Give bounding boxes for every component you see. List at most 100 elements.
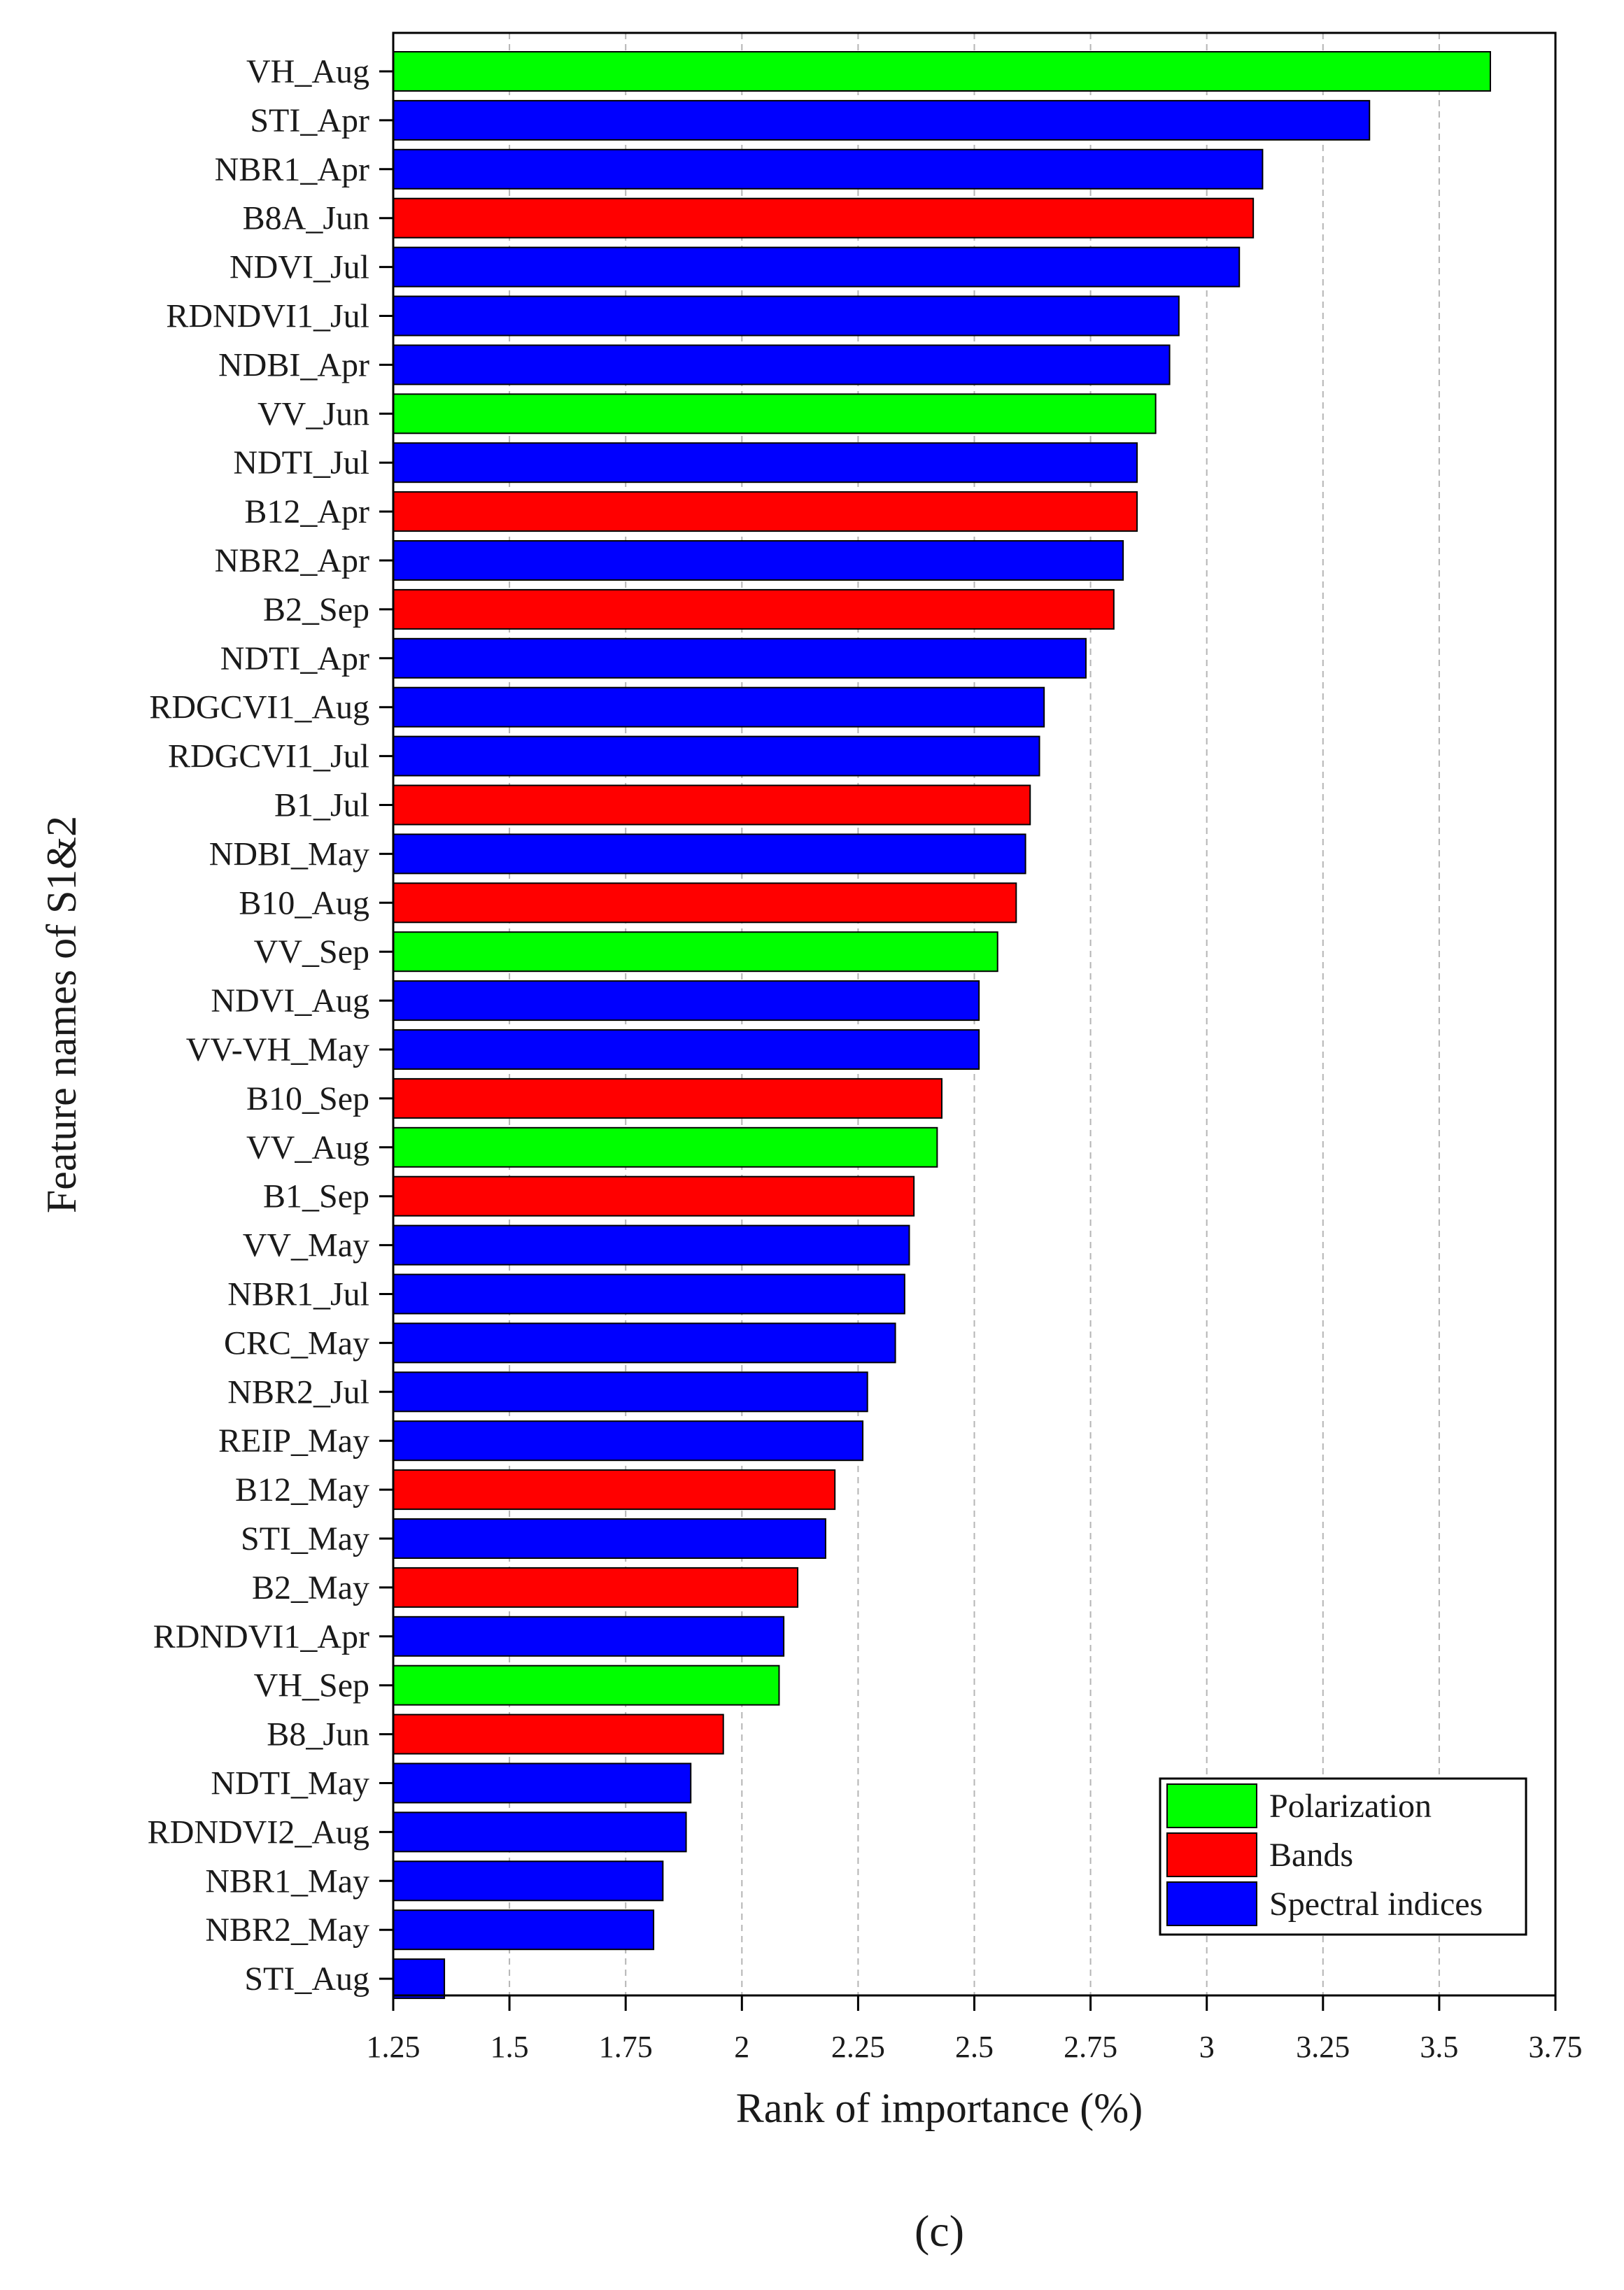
category-label: NBR2_Apr <box>215 542 369 579</box>
category-label: STI_May <box>241 1520 369 1557</box>
x-axis-ticks: 1.25 1.5 1.75 2 2.25 2.5 2.75 3 3.25 3.5 3.75 <box>367 1995 1583 2064</box>
bar <box>393 1126 938 1168</box>
bar <box>393 1420 864 1462</box>
bar <box>393 1224 910 1266</box>
category-label: VV_May <box>243 1227 369 1264</box>
legend-swatch <box>1166 1783 1257 1828</box>
x-tick-label: 3.5 <box>1420 2030 1458 2064</box>
category-label: NBR2_May <box>205 1911 369 1949</box>
bar <box>393 1273 905 1315</box>
category-label: RDNDVI1_Apr <box>153 1618 369 1655</box>
bar <box>393 1322 896 1364</box>
category-label: VV_Sep <box>254 933 369 970</box>
category-label: B2_Sep <box>263 591 369 628</box>
x-tick-label: 2.75 <box>1064 2030 1117 2064</box>
category-label: B12_May <box>235 1471 369 1508</box>
category-label: B8_Jun <box>267 1716 369 1753</box>
bar <box>393 197 1255 239</box>
bar <box>393 99 1371 141</box>
bar <box>393 686 1045 728</box>
bar <box>393 1762 692 1804</box>
x-tick-label: 1.5 <box>490 2030 529 2064</box>
bar <box>393 442 1138 483</box>
bar <box>393 833 1026 875</box>
bar <box>393 1029 980 1070</box>
bar <box>393 588 1115 630</box>
bar <box>393 540 1124 581</box>
category-label: NDVI_Aug <box>211 982 369 1019</box>
category-label: VV_Jun <box>257 395 369 432</box>
category-label: B1_Sep <box>263 1178 369 1215</box>
category-label: B10_Aug <box>239 884 369 921</box>
category-label: VH_Aug <box>246 53 369 90</box>
category-label: B8A_Jun <box>243 200 369 237</box>
bar <box>393 1958 446 2000</box>
category-label: NBR1_Jul <box>227 1276 369 1313</box>
x-tick-label: 2 <box>734 2030 749 2064</box>
category-label: B10_Sep <box>246 1080 369 1117</box>
bar <box>393 931 998 973</box>
legend: Polarization Bands Spectral indices <box>1159 1777 1527 1936</box>
category-label: VV_Aug <box>246 1129 369 1166</box>
bar <box>393 980 980 1022</box>
legend-swatch <box>1166 1881 1257 1926</box>
category-label: RDNDVI1_Jul <box>166 298 369 335</box>
bar <box>393 637 1087 679</box>
legend-label: Spectral indices <box>1269 1886 1483 1923</box>
category-labels: VH_Aug STI_Apr NBR1_Apr B8A_Jun NDVI_Jul RDND… <box>148 53 393 1998</box>
category-label: RDNDVI2_Aug <box>148 1814 369 1851</box>
y-axis-title: Feature names of S1&2 <box>38 816 85 1213</box>
category-label: NDTI_Jul <box>233 444 369 481</box>
bar <box>393 1469 836 1511</box>
bar <box>393 344 1171 386</box>
category-label: NBR1_Apr <box>215 151 369 188</box>
category-label: NDTI_Apr <box>220 640 369 677</box>
category-label: CRC_May <box>224 1324 369 1362</box>
bars <box>393 51 1491 2000</box>
x-tick-label: 2.25 <box>831 2030 885 2064</box>
bar <box>393 1567 799 1608</box>
legend-label: Polarization <box>1269 1788 1432 1825</box>
x-tick-label: 2.5 <box>955 2030 994 2064</box>
bar <box>393 882 1017 924</box>
figure-caption: (c) <box>915 2206 964 2256</box>
category-label: B2_May <box>252 1569 369 1606</box>
bar <box>393 1518 826 1559</box>
bar <box>393 1665 780 1706</box>
bar <box>393 1077 942 1119</box>
category-label: NDTI_May <box>211 1765 369 1802</box>
x-tick-label: 1.25 <box>367 2030 421 2064</box>
category-label: VH_Sep <box>254 1667 369 1704</box>
x-tick-label: 3.25 <box>1296 2030 1350 2064</box>
bar <box>393 1909 655 1951</box>
category-label: NDBI_Apr <box>218 346 369 383</box>
x-tick-label: 1.75 <box>599 2030 653 2064</box>
category-label: RDGCVI1_Aug <box>149 689 369 726</box>
category-label: B1_Jul <box>274 787 369 824</box>
bar <box>393 784 1031 826</box>
category-label: B12_Apr <box>244 493 369 530</box>
category-label: NBR1_May <box>205 1863 369 1900</box>
category-label: NDBI_May <box>209 835 369 872</box>
bar <box>393 1811 687 1853</box>
bar <box>393 1616 785 1657</box>
bar <box>393 148 1264 190</box>
legend-label: Bands <box>1269 1837 1353 1874</box>
x-tick-label: 3.75 <box>1529 2030 1583 2064</box>
bar <box>393 1860 664 1902</box>
category-label: STI_Apr <box>250 102 369 139</box>
bar <box>393 1371 868 1413</box>
category-label: STI_Aug <box>244 1960 369 1998</box>
category-label: NDVI_Jul <box>230 249 369 286</box>
bar <box>393 1175 915 1217</box>
bar <box>393 1713 724 1755</box>
legend-swatch <box>1166 1832 1257 1877</box>
x-tick-label: 3 <box>1199 2030 1215 2064</box>
bar <box>393 246 1241 288</box>
bar <box>393 735 1040 777</box>
x-axis-title: Rank of importance (%) <box>736 2085 1143 2131</box>
bar <box>393 51 1491 92</box>
bar <box>393 393 1157 434</box>
category-label: VV-VH_May <box>186 1031 369 1068</box>
